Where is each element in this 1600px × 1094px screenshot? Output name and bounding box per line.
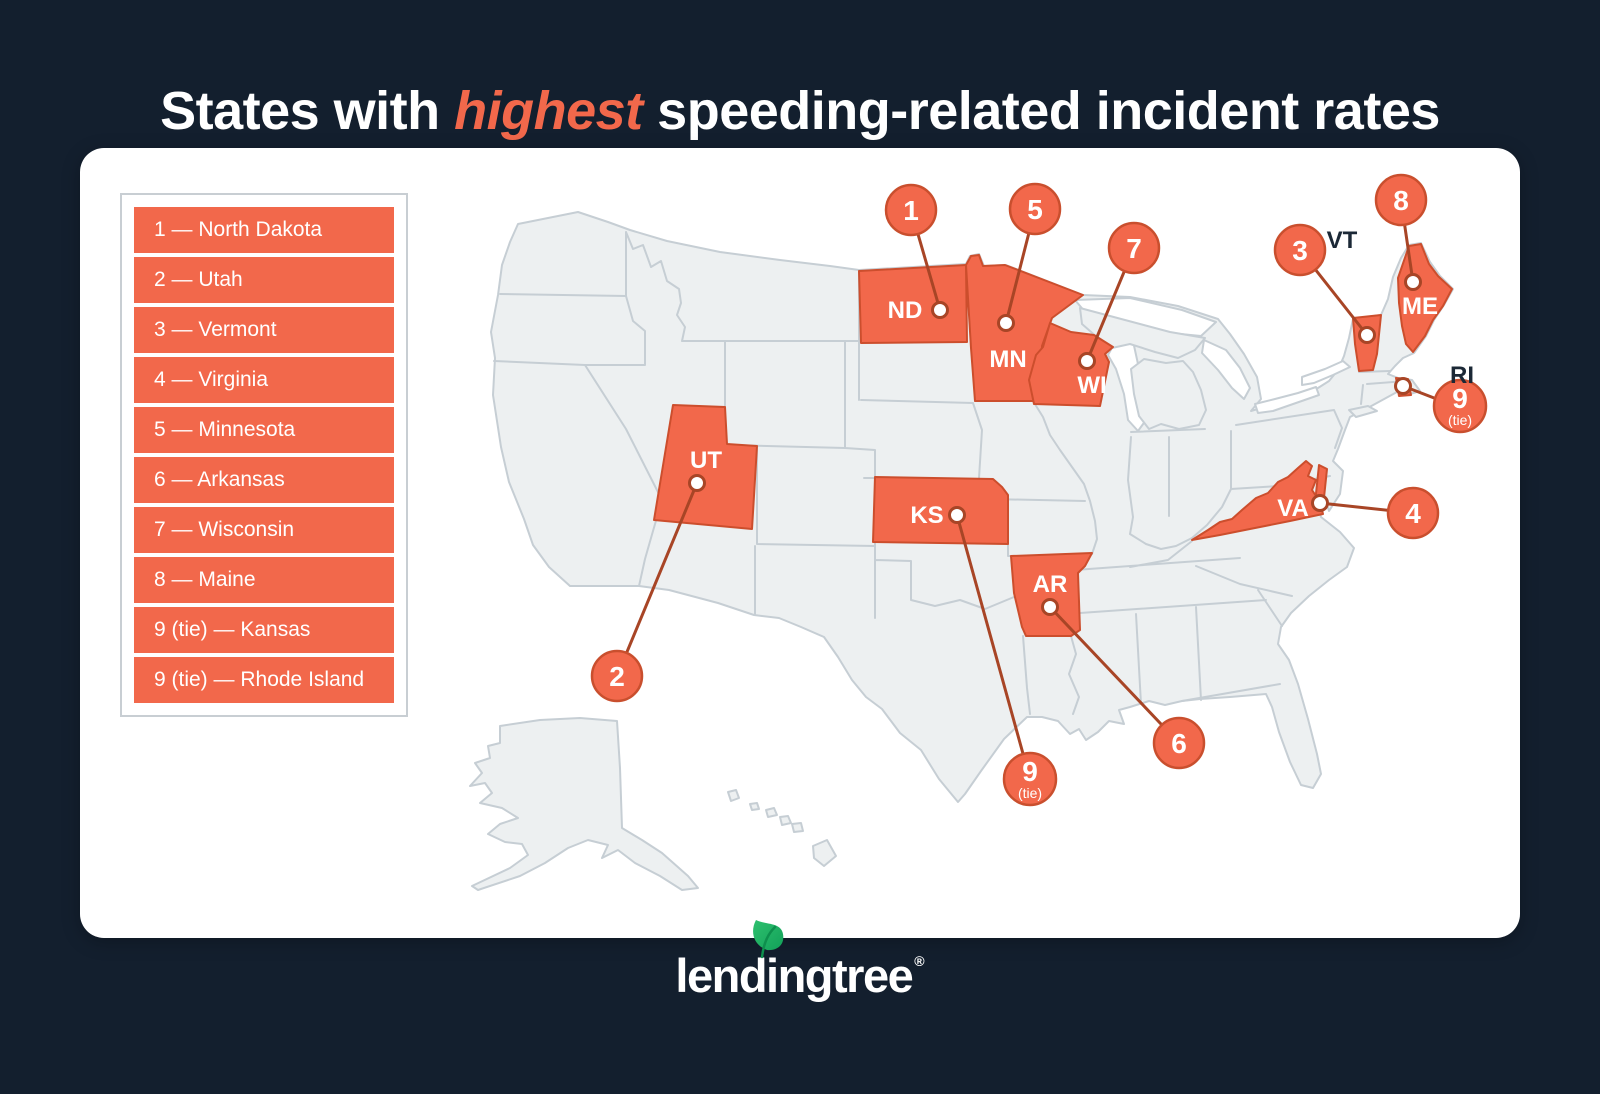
svg-text:(tie): (tie): [1018, 785, 1042, 801]
lendingtree-logo: lendingtree ®: [675, 920, 925, 1003]
state-north-dakota: [858, 264, 968, 344]
pin-vt: [1358, 326, 1376, 344]
leader-9-ks: [955, 513, 1032, 781]
state-virginia: [1191, 460, 1324, 541]
state-michigan-mitten: [1130, 358, 1207, 430]
state-wisconsin: [1028, 322, 1114, 407]
pin-dots: [688, 273, 1422, 616]
state-label-nd: ND: [888, 297, 923, 324]
rank-legend: 1 — North Dakota 2 — Utah 3 — Vermont 4 …: [120, 193, 408, 717]
svg-text:3: 3: [1292, 235, 1308, 266]
state-label-mn: MN: [989, 346, 1026, 373]
svg-text:5: 5: [1027, 194, 1043, 225]
state-label-me: ME: [1402, 293, 1438, 320]
lake-erie: [1254, 386, 1320, 414]
footer: lendingtree ®: [0, 920, 1600, 1003]
state-hawaii: [727, 789, 837, 867]
callout-9-kansas: 9 (tie): [1002, 751, 1058, 807]
state-label-ks: KS: [910, 502, 943, 529]
page-title: States with highest speeding-related inc…: [0, 80, 1600, 142]
legend-item-8: 8 — Maine: [134, 557, 394, 603]
title-prefix: States with: [160, 81, 455, 142]
leader-2: [615, 481, 699, 678]
pin-ri: [1394, 377, 1412, 395]
state-label-ar: AR: [1033, 571, 1068, 598]
legend-item-7: 7 — Wisconsin: [134, 507, 394, 553]
svg-text:6: 6: [1171, 728, 1187, 759]
pin-wi: [1078, 352, 1096, 370]
pin-mn: [997, 314, 1015, 332]
us-map: 1 5 7 3 8 9 (tie) 4 2: [469, 173, 1488, 891]
state-label-ut: UT: [690, 447, 722, 474]
callout-6: 6: [1152, 716, 1206, 770]
svg-text:2: 2: [609, 661, 625, 692]
state-label-wi: WI: [1077, 372, 1106, 399]
lake-ontario: [1301, 360, 1351, 386]
state-kansas: [872, 476, 1009, 545]
legend-item-4: 4 — Virginia: [134, 357, 394, 403]
pin-ks: [948, 506, 966, 524]
state-label-va: VA: [1277, 495, 1309, 522]
legend-item-10: 9 (tie) — Rhode Island: [134, 657, 394, 703]
pin-ut: [688, 474, 706, 492]
legend-item-1: 1 — North Dakota: [134, 207, 394, 253]
state-label-vt: VT: [1327, 227, 1358, 254]
registered-mark: ®: [914, 953, 925, 969]
svg-text:1: 1: [903, 195, 919, 226]
svg-text:9: 9: [1452, 383, 1468, 414]
callout-2: 2: [590, 649, 644, 703]
pin-va: [1311, 494, 1329, 512]
legend-item-3: 3 — Vermont: [134, 307, 394, 353]
pin-nd: [931, 301, 949, 319]
legend-item-6: 6 — Arkansas: [134, 457, 394, 503]
title-highlight-word: highest: [454, 81, 643, 142]
state-alaska: [469, 717, 699, 891]
legend-item-5: 5 — Minnesota: [134, 407, 394, 453]
callout-1: 1: [884, 183, 938, 237]
pin-ar: [1041, 598, 1059, 616]
callout-8: 8: [1374, 173, 1428, 227]
leaf-icon: [753, 920, 784, 959]
svg-text:(tie): (tie): [1448, 412, 1472, 428]
state-utah: [653, 404, 758, 530]
svg-text:8: 8: [1393, 185, 1409, 216]
title-suffix: speeding-related incident rates: [642, 81, 1440, 142]
long-island: [1348, 405, 1378, 418]
callout-9-rhode-island: 9 (tie): [1432, 378, 1488, 434]
svg-text:7: 7: [1126, 233, 1142, 264]
state-label-ri: RI: [1450, 362, 1474, 389]
leader-6: [1048, 605, 1181, 745]
logo-text: lendingtree: [675, 949, 913, 1002]
callout-5: 5: [1008, 182, 1062, 236]
lake-huron: [1201, 339, 1251, 400]
callout-4: 4: [1386, 486, 1440, 540]
legend-item-2: 2 — Utah: [134, 257, 394, 303]
svg-text:4: 4: [1405, 498, 1421, 529]
content-card: 1 — North Dakota 2 — Utah 3 — Vermont 4 …: [80, 148, 1520, 938]
state-minnesota: [965, 254, 1084, 402]
callout-7: 7: [1107, 221, 1161, 275]
svg-text:9: 9: [1022, 756, 1038, 787]
pin-me: [1404, 273, 1422, 291]
legend-item-9: 9 (tie) — Kansas: [134, 607, 394, 653]
callout-3: 3: [1273, 223, 1327, 277]
